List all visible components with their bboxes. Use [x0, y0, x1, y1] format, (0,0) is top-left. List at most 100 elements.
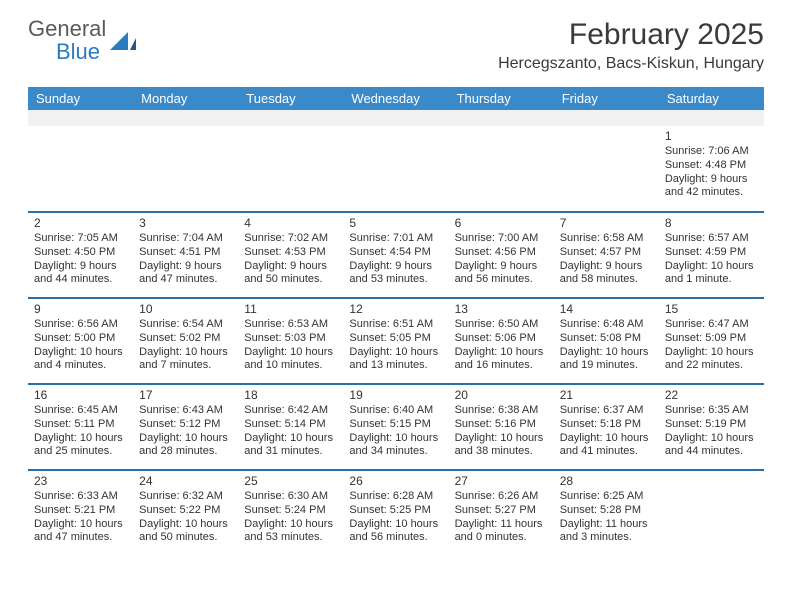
week-row: 1Sunrise: 7:06 AMSunset: 4:48 PMDaylight… [28, 126, 764, 212]
sunset-text: Sunset: 4:53 PM [244, 246, 337, 260]
day-number: 10 [139, 302, 232, 316]
day-header: Tuesday [238, 87, 343, 110]
header: General Blue February 2025 Hercegszanto,… [28, 18, 764, 73]
sunset-text: Sunset: 4:56 PM [455, 246, 548, 260]
daylight-text: Daylight: 10 hours and 31 minutes. [244, 432, 337, 460]
day-cell: 15Sunrise: 6:47 AMSunset: 5:09 PMDayligh… [659, 298, 764, 384]
sunset-text: Sunset: 5:27 PM [455, 504, 548, 518]
brand-text-1: General [28, 16, 106, 41]
day-cell: 14Sunrise: 6:48 AMSunset: 5:08 PMDayligh… [554, 298, 659, 384]
sunrise-text: Sunrise: 6:56 AM [34, 318, 127, 332]
brand-logo: General Blue [28, 18, 136, 64]
day-number: 15 [665, 302, 758, 316]
sunrise-text: Sunrise: 6:54 AM [139, 318, 232, 332]
sunset-text: Sunset: 5:16 PM [455, 418, 548, 432]
sunset-text: Sunset: 5:14 PM [244, 418, 337, 432]
day-number: 2 [34, 216, 127, 230]
sunrise-text: Sunrise: 6:33 AM [34, 490, 127, 504]
sunrise-text: Sunrise: 6:58 AM [560, 232, 653, 246]
location-text: Hercegszanto, Bacs-Kiskun, Hungary [498, 55, 764, 73]
sunset-text: Sunset: 5:12 PM [139, 418, 232, 432]
day-number: 24 [139, 474, 232, 488]
daylight-text: Daylight: 10 hours and 50 minutes. [139, 518, 232, 546]
sunset-text: Sunset: 5:21 PM [34, 504, 127, 518]
daylight-text: Daylight: 9 hours and 50 minutes. [244, 260, 337, 288]
sunset-text: Sunset: 4:57 PM [560, 246, 653, 260]
day-cell: 10Sunrise: 6:54 AMSunset: 5:02 PMDayligh… [133, 298, 238, 384]
sunrise-text: Sunrise: 7:06 AM [665, 145, 758, 159]
daylight-text: Daylight: 10 hours and 47 minutes. [34, 518, 127, 546]
sunrise-text: Sunrise: 6:26 AM [455, 490, 548, 504]
day-number: 5 [349, 216, 442, 230]
day-header: Thursday [449, 87, 554, 110]
sunset-text: Sunset: 5:06 PM [455, 332, 548, 346]
day-cell: 7 Sunrise: 6:58 AMSunset: 4:57 PMDaylight… [554, 212, 659, 298]
day-number: 18 [244, 388, 337, 402]
title-block: February 2025 Hercegszanto, Bacs-Kiskun,… [498, 18, 764, 73]
day-number: 14 [560, 302, 653, 316]
day-cell: 9Sunrise: 6:56 AMSunset: 5:00 PMDaylight… [28, 298, 133, 384]
sunrise-text: Sunrise: 6:38 AM [455, 404, 548, 418]
day-cell [343, 126, 448, 212]
daylight-text: Daylight: 9 hours and 56 minutes. [455, 260, 548, 288]
daylight-text: Daylight: 9 hours and 53 minutes. [349, 260, 442, 288]
daylight-text: Daylight: 10 hours and 25 minutes. [34, 432, 127, 460]
day-cell: 24Sunrise: 6:32 AMSunset: 5:22 PMDayligh… [133, 470, 238, 556]
day-number: 9 [34, 302, 127, 316]
sunrise-text: Sunrise: 7:05 AM [34, 232, 127, 246]
day-cell [449, 126, 554, 212]
day-number: 16 [34, 388, 127, 402]
day-cell: 1Sunrise: 7:06 AMSunset: 4:48 PMDaylight… [659, 126, 764, 212]
sunset-text: Sunset: 5:24 PM [244, 504, 337, 518]
daylight-text: Daylight: 10 hours and 22 minutes. [665, 346, 758, 374]
daylight-text: Daylight: 10 hours and 34 minutes. [349, 432, 442, 460]
calendar-table: SundayMondayTuesdayWednesdayThursdayFrid… [28, 87, 764, 556]
day-number: 12 [349, 302, 442, 316]
day-header-row: SundayMondayTuesdayWednesdayThursdayFrid… [28, 87, 764, 110]
day-cell: 13Sunrise: 6:50 AMSunset: 5:06 PMDayligh… [449, 298, 554, 384]
daylight-text: Daylight: 9 hours and 58 minutes. [560, 260, 653, 288]
sunrise-text: Sunrise: 6:25 AM [560, 490, 653, 504]
day-number: 7 [560, 216, 653, 230]
sunrise-text: Sunrise: 7:04 AM [139, 232, 232, 246]
daylight-text: Daylight: 9 hours and 47 minutes. [139, 260, 232, 288]
sunset-text: Sunset: 5:09 PM [665, 332, 758, 346]
brand-sail-icon [110, 32, 136, 50]
daylight-text: Daylight: 11 hours and 3 minutes. [560, 518, 653, 546]
daylight-text: Daylight: 11 hours and 0 minutes. [455, 518, 548, 546]
sunrise-text: Sunrise: 7:00 AM [455, 232, 548, 246]
sunrise-text: Sunrise: 6:45 AM [34, 404, 127, 418]
sunset-text: Sunset: 5:25 PM [349, 504, 442, 518]
day-cell: 12Sunrise: 6:51 AMSunset: 5:05 PMDayligh… [343, 298, 448, 384]
day-number: 13 [455, 302, 548, 316]
daylight-text: Daylight: 10 hours and 4 minutes. [34, 346, 127, 374]
day-header: Saturday [659, 87, 764, 110]
blank-row [28, 110, 764, 126]
day-cell [28, 126, 133, 212]
sunset-text: Sunset: 4:48 PM [665, 159, 758, 173]
sunset-text: Sunset: 5:02 PM [139, 332, 232, 346]
sunset-text: Sunset: 5:28 PM [560, 504, 653, 518]
sunset-text: Sunset: 5:08 PM [560, 332, 653, 346]
sunset-text: Sunset: 4:54 PM [349, 246, 442, 260]
sunrise-text: Sunrise: 6:57 AM [665, 232, 758, 246]
day-header: Sunday [28, 87, 133, 110]
day-cell: 20Sunrise: 6:38 AMSunset: 5:16 PMDayligh… [449, 384, 554, 470]
day-header: Wednesday [343, 87, 448, 110]
sunset-text: Sunset: 4:51 PM [139, 246, 232, 260]
day-number: 19 [349, 388, 442, 402]
day-number: 26 [349, 474, 442, 488]
daylight-text: Daylight: 10 hours and 13 minutes. [349, 346, 442, 374]
day-cell: 3Sunrise: 7:04 AMSunset: 4:51 PMDaylight… [133, 212, 238, 298]
day-cell: 18Sunrise: 6:42 AMSunset: 5:14 PMDayligh… [238, 384, 343, 470]
sunset-text: Sunset: 5:11 PM [34, 418, 127, 432]
week-row: 23Sunrise: 6:33 AMSunset: 5:21 PMDayligh… [28, 470, 764, 556]
daylight-text: Daylight: 10 hours and 16 minutes. [455, 346, 548, 374]
sunrise-text: Sunrise: 6:28 AM [349, 490, 442, 504]
day-cell: 16 Sunrise: 6:45 AMSunset: 5:11 PMDayligh… [28, 384, 133, 470]
day-number: 6 [455, 216, 548, 230]
week-row: 9Sunrise: 6:56 AMSunset: 5:00 PMDaylight… [28, 298, 764, 384]
day-cell [238, 126, 343, 212]
day-number: 27 [455, 474, 548, 488]
day-number: 17 [139, 388, 232, 402]
